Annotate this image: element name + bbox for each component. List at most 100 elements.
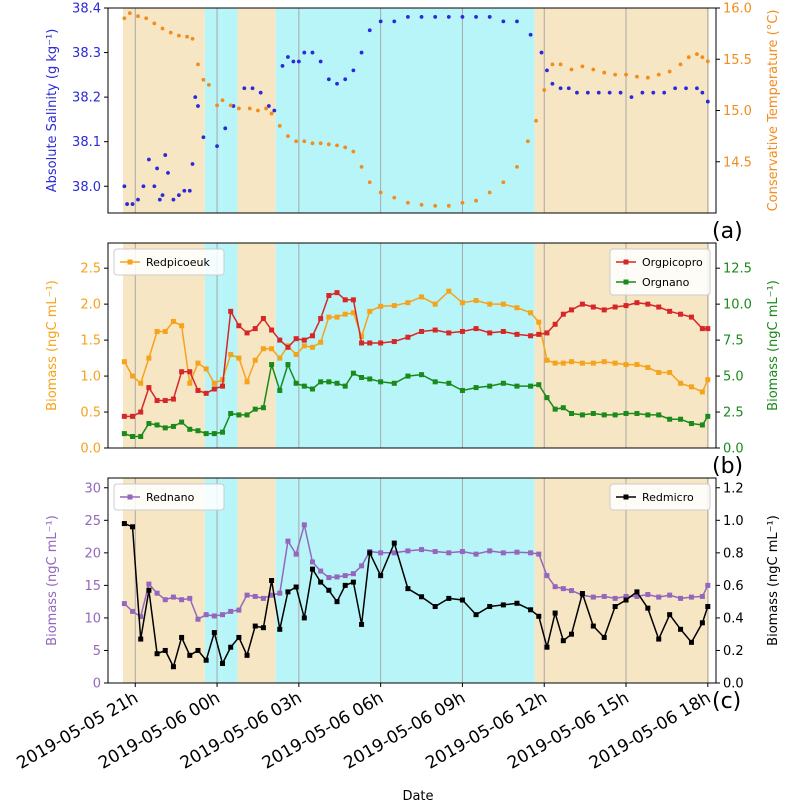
data-point-left [367,28,372,33]
data-marker-rednano [459,549,465,555]
data-marker-orgnano [514,383,520,389]
data-marker-orgnano [318,379,324,385]
panel-a: 38.0 38.1 38.2 38.3 38.4 14.5 15.0 15.5 16.0 Abso… [45,2,781,245]
data-marker-redmicro [514,600,520,606]
data-marker-rednano [334,574,340,580]
data-point-right [645,75,650,80]
data-marker-orgnano [688,421,694,427]
data-marker-redpicoeuk [211,380,217,386]
data-point-left [176,193,181,198]
y-left-tick-label: 1.0 [80,370,101,385]
data-point-left [223,126,228,131]
data-marker-redmicro [590,623,596,629]
data-marker-redmicro [236,634,242,640]
data-marker-orgpicopro [688,314,694,320]
data-point-left [558,86,563,91]
data-marker-orgnano [130,433,136,439]
y-left-tick-label: 30 [84,481,101,496]
data-marker-rednano [590,594,596,600]
data-point-right [269,111,274,116]
data-marker-redpicoeuk [601,359,607,365]
data-point-left [286,55,290,59]
data-marker-redmicro [138,636,144,642]
data-point-left [419,15,424,19]
data-marker-orgnano [405,373,411,379]
shaded-band-night [122,8,205,213]
data-marker-redmicro [459,597,465,603]
data-marker-redmicro [342,582,348,588]
data-marker-rednano [514,549,520,555]
data-point-left [684,86,688,91]
data-marker-redpicoeuk [699,389,705,395]
data-point-left [242,86,247,91]
data-marker-orgnano [568,410,574,416]
data-marker-orgnano [536,382,542,388]
data-marker-orgpicopro [667,308,673,314]
data-point-right [613,72,618,77]
data-point-left [575,90,579,95]
data-marker-redmicro [252,623,258,629]
y-right-axis-label: Conservative Temperature (°C) [766,10,781,212]
y-right-tick-label: 5.0 [723,370,744,385]
data-marker-orgpicopro [318,316,324,322]
data-point-left [182,188,187,193]
data-point-right [196,62,200,67]
y-left-tick-label: 0 [93,677,101,692]
y-right-tick-label: 10.0 [723,298,752,313]
data-marker-rednano [359,563,365,569]
data-marker-rednano [203,612,209,618]
data-point-left [296,59,301,64]
data-marker-rednano [667,592,673,598]
data-marker-redmicro [269,578,275,583]
data-marker-redpicoeuk [236,355,242,361]
data-marker-orgnano [170,423,176,429]
data-point-right [378,190,383,195]
data-marker-redmicro [121,521,127,527]
y-left-tick-label: 38.4 [72,2,101,17]
data-point-left [607,90,612,95]
data-marker-redpicoeuk [350,310,356,316]
data-marker-redpicoeuk [590,360,596,366]
data-marker-redpicoeuk [130,373,136,379]
data-marker-orgpicopro [446,330,452,336]
data-point-right [264,106,269,111]
data-marker-orgnano [667,416,673,422]
data-marker-redmicro [309,566,315,572]
data-point-right [602,70,607,75]
data-marker-orgpicopro [236,323,242,329]
data-marker-orgnano [228,410,234,416]
shaded-band-night [534,478,710,683]
data-marker-redmicro [678,626,684,632]
data-marker-redmicro [378,573,384,579]
data-marker-orgpicopro [528,333,534,339]
data-marker-rednano [187,595,193,601]
data-marker-redmicro [179,634,185,640]
y-left-axis-label: Absolute Salinity (g kg⁻¹) [45,29,60,193]
data-marker-rednano [699,593,705,599]
data-marker-redmicro [612,604,618,610]
data-marker-rednano [301,522,307,528]
data-point-right [185,34,189,39]
data-marker-redmicro [500,602,506,608]
data-point-left [125,202,129,206]
data-point-right [228,103,233,108]
data-marker-redmicro [544,644,550,650]
data-point-left [460,15,465,19]
y-right-axis-label: Biomass (ngC mL⁻¹) [766,280,781,411]
data-point-left [291,59,296,64]
data-marker-redmicro [487,604,493,610]
data-marker-redmicro [326,587,332,593]
data-marker-orgpicopro [277,337,283,343]
data-point-left [201,135,206,140]
data-point-right [201,77,206,82]
data-point-right [419,202,424,207]
data-marker-redmicro [634,589,640,595]
legend-swatch-marker [127,494,133,500]
data-marker-orgpicopro [138,409,144,415]
data-point-right [542,88,547,92]
data-marker-redpicoeuk [260,346,266,352]
data-point-left [705,99,710,104]
data-point-right [580,64,585,69]
data-point-right [515,164,519,169]
data-point-right [215,103,219,108]
